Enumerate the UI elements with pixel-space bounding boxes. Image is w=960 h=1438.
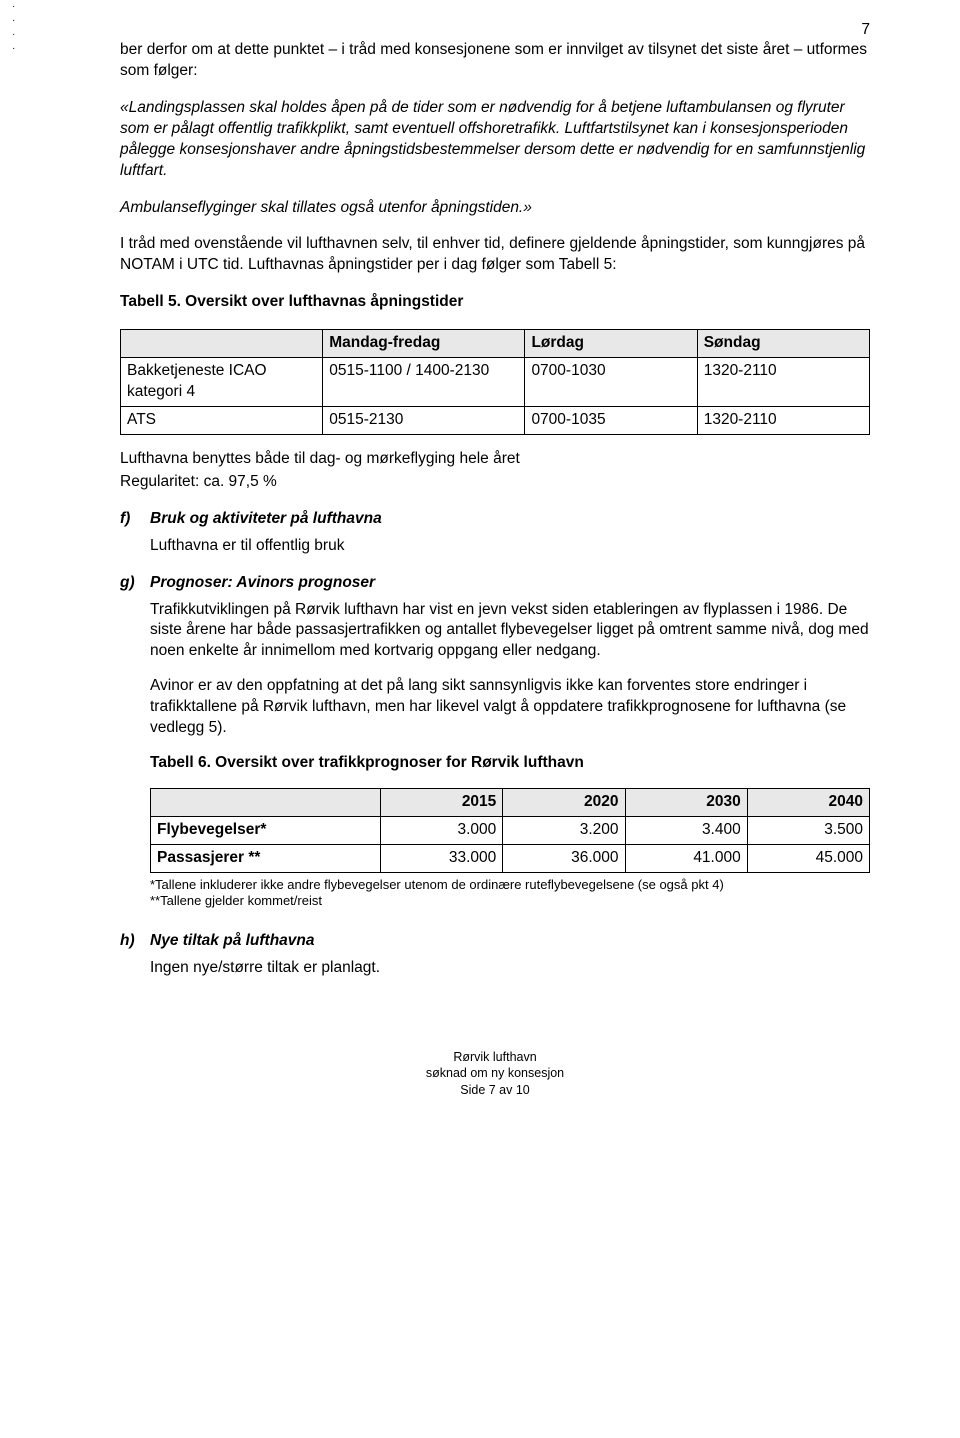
th-lordag: Lørdag: [525, 330, 697, 358]
table-row: Bakketjeneste ICAO kategori 4 0515-1100 …: [121, 358, 870, 407]
table-row: Flybevegelser* 3.000 3.200 3.400 3.500: [151, 816, 870, 844]
td: 33.000: [381, 844, 503, 872]
section-g-p1: Trafikkutviklingen på Rørvik lufthavn ha…: [150, 600, 870, 663]
td: Passasjerer **: [151, 844, 381, 872]
td: ATS: [121, 406, 323, 434]
table5-title: Tabell 5. Oversikt over lufthavnas åpnin…: [120, 292, 870, 313]
td: 0700-1030: [525, 358, 697, 407]
table-6: 2015 2020 2030 2040 Flybevegelser* 3.000…: [150, 788, 870, 873]
td: Flybevegelser*: [151, 816, 381, 844]
table6-title: Tabell 6. Oversikt over trafikkprognoser…: [150, 753, 870, 774]
punch-marks: ····: [12, 0, 15, 56]
th-2020: 2020: [503, 788, 625, 816]
th-2030: 2030: [625, 788, 747, 816]
section-f-body: Lufthavna er til offentlig bruk: [150, 536, 870, 557]
td: 1320-2110: [697, 358, 869, 407]
td: 45.000: [747, 844, 869, 872]
section-g: g) Prognoser: Avinors prognoser Trafikku…: [120, 573, 870, 910]
section-h: h) Nye tiltak på lufthavna Ingen nye/stø…: [120, 931, 870, 979]
section-g-p2: Avinor er av den oppfatning at det på la…: [150, 676, 870, 739]
document-page: ···· 7 ber derfor om at dette punktet – …: [0, 0, 960, 1128]
th-blank: [121, 330, 323, 358]
paragraph-followup: I tråd med ovenstående vil lufthavnen se…: [120, 234, 870, 276]
section-title-h: Nye tiltak på lufthavna: [150, 931, 870, 952]
th-2015: 2015: [381, 788, 503, 816]
table-row: Passasjerer ** 33.000 36.000 41.000 45.0…: [151, 844, 870, 872]
th-blank: [151, 788, 381, 816]
quote-paragraph-2: Ambulanseflyginger skal tillates også ut…: [120, 198, 870, 219]
footnote-1: *Tallene inkluderer ikke andre flybevege…: [150, 877, 724, 892]
page-number: 7: [861, 20, 870, 41]
footer-line-3: Side 7 av 10: [460, 1083, 530, 1097]
table-row: ATS 0515-2130 0700-1035 1320-2110: [121, 406, 870, 434]
section-title-f: Bruk og aktiviteter på lufthavna: [150, 509, 870, 530]
td: 0700-1035: [525, 406, 697, 434]
td: 0515-2130: [323, 406, 525, 434]
quote-paragraph-1: «Landingsplassen skal holdes åpen på de …: [120, 98, 870, 182]
td: 41.000: [625, 844, 747, 872]
table-5: Mandag-fredag Lørdag Søndag Bakketjenest…: [120, 329, 870, 435]
footer-line-1: Rørvik lufthavn: [453, 1050, 536, 1064]
table-header-row: 2015 2020 2030 2040: [151, 788, 870, 816]
section-f: f) Bruk og aktiviteter på lufthavna Luft…: [120, 509, 870, 557]
td: 36.000: [503, 844, 625, 872]
td: 3.000: [381, 816, 503, 844]
table6-footnote: *Tallene inkluderer ikke andre flybevege…: [150, 877, 870, 910]
paragraph-usage: Lufthavna benyttes både til dag- og mørk…: [120, 449, 870, 470]
section-marker-g: g): [120, 573, 135, 594]
footnote-2: **Tallene gjelder kommet/reist: [150, 893, 322, 908]
page-footer: Rørvik lufthavn søknad om ny konsesjon S…: [120, 1049, 870, 1098]
td: Bakketjeneste ICAO kategori 4: [121, 358, 323, 407]
section-marker-f: f): [120, 509, 130, 530]
td: 3.200: [503, 816, 625, 844]
td: 0515-1100 / 1400-2130: [323, 358, 525, 407]
section-h-body: Ingen nye/større tiltak er planlagt.: [150, 958, 870, 979]
td: 3.400: [625, 816, 747, 844]
td: 1320-2110: [697, 406, 869, 434]
paragraph-intro: ber derfor om at dette punktet – i tråd …: [120, 40, 870, 82]
paragraph-regularity: Regularitet: ca. 97,5 %: [120, 472, 870, 493]
th-mandag: Mandag-fredag: [323, 330, 525, 358]
section-title-g: Prognoser: Avinors prognoser: [150, 573, 870, 594]
th-2040: 2040: [747, 788, 869, 816]
section-marker-h: h): [120, 931, 135, 952]
th-sondag: Søndag: [697, 330, 869, 358]
td: 3.500: [747, 816, 869, 844]
table-header-row: Mandag-fredag Lørdag Søndag: [121, 330, 870, 358]
section-list: f) Bruk og aktiviteter på lufthavna Luft…: [120, 509, 870, 979]
footer-line-2: søknad om ny konsesjon: [426, 1066, 564, 1080]
